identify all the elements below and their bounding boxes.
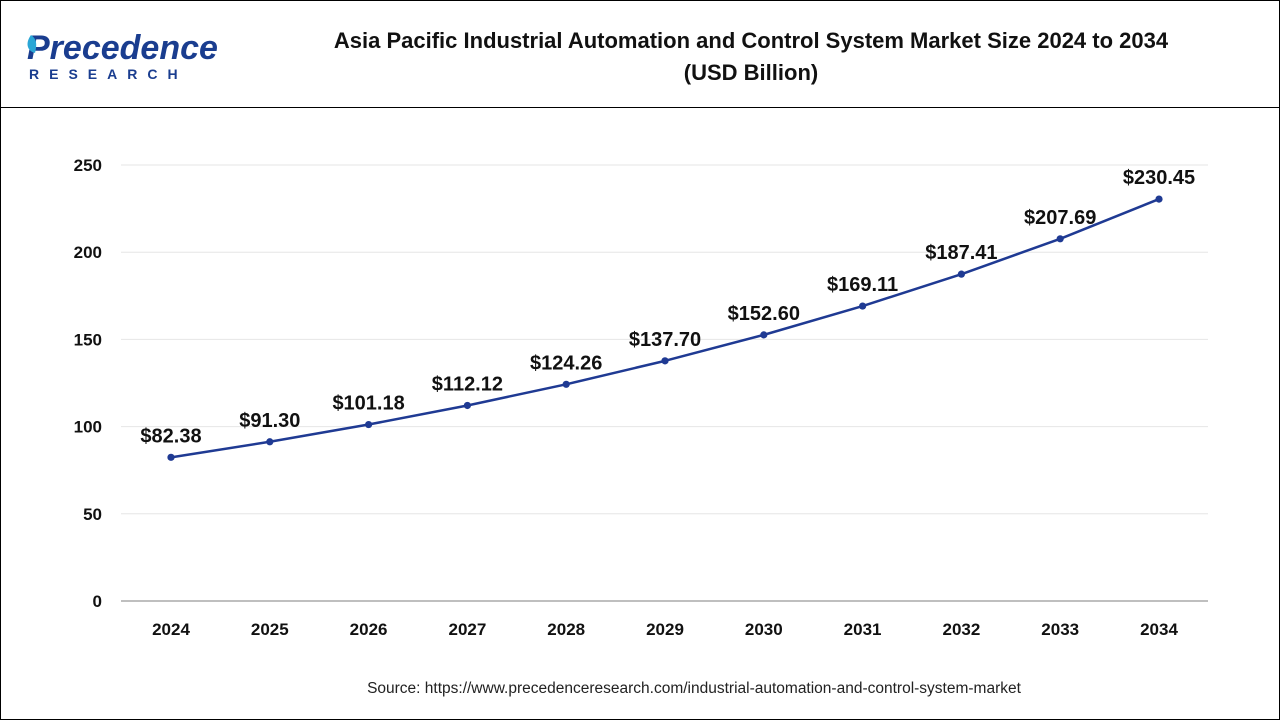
x-tick-label: 2028 [547, 620, 585, 639]
x-tick-label: 2034 [1140, 620, 1178, 639]
data-label: $230.45 [1123, 167, 1195, 189]
y-tick-label: 150 [74, 330, 102, 349]
data-label: $169.11 [827, 274, 898, 296]
logo-subtitle: RESEARCH [29, 66, 188, 82]
x-tick-label: 2030 [745, 620, 783, 639]
data-point [167, 453, 175, 461]
data-point [365, 420, 373, 429]
data-point [859, 302, 867, 310]
logo-wordmark: Precedence [27, 29, 218, 67]
x-tick-label: 2032 [942, 620, 980, 639]
data-point [1056, 235, 1064, 243]
data-label: $137.70 [629, 329, 701, 351]
data-label: $207.69 [1024, 207, 1096, 229]
x-tick-label: 2033 [1041, 620, 1079, 639]
leaf-icon [27, 35, 37, 53]
data-label: $152.60 [728, 303, 800, 325]
chart-title-line1: Asia Pacific Industrial Automation and C… [333, 28, 1169, 53]
data-point [957, 270, 966, 278]
data-point [661, 357, 669, 365]
chart-title: Asia Pacific Industrial Automation and C… [301, 25, 1201, 89]
data-label: $187.41 [925, 242, 997, 264]
y-tick-label: 100 [74, 418, 102, 437]
x-tick-label: 2029 [646, 620, 684, 639]
data-label: $91.30 [239, 410, 300, 432]
y-tick-label: 200 [74, 243, 102, 262]
data-label: $124.26 [530, 352, 602, 374]
y-tick-label: 0 [93, 592, 102, 611]
y-tick-label: 250 [74, 156, 102, 175]
data-point [463, 401, 471, 410]
source-text: Source: https://www.precedenceresearch.c… [367, 680, 1021, 697]
header: Precedence RESEARCH Asia Pacific Industr… [1, 1, 1279, 108]
y-tick-label: 50 [83, 505, 102, 524]
x-tick-label: 2024 [152, 620, 190, 639]
x-tick-label: 2026 [350, 620, 388, 639]
chart-title-line2: (USD Billion) [683, 60, 819, 85]
data-point [562, 380, 570, 388]
data-point [760, 331, 768, 339]
x-tick-label: 2025 [251, 620, 289, 639]
data-label: $101.18 [332, 393, 404, 415]
data-label: $112.12 [432, 373, 503, 395]
x-tick-label: 2027 [448, 620, 486, 639]
x-tick-label: 2031 [844, 620, 882, 639]
data-label: $82.38 [140, 425, 201, 447]
data-point [266, 438, 274, 446]
precedence-research-logo: Precedence RESEARCH [27, 29, 218, 82]
data-point [1155, 195, 1163, 203]
